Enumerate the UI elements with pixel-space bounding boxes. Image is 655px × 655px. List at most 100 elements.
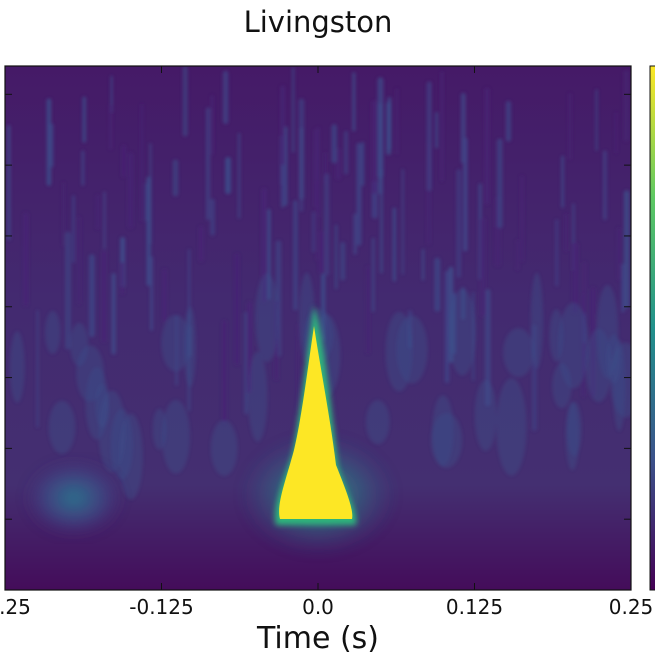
noise-streak <box>36 310 39 428</box>
noise-streak <box>49 123 54 168</box>
noise-streak <box>484 87 490 205</box>
noise-streak <box>456 169 462 278</box>
noise-blob <box>119 413 143 500</box>
noise-streak <box>516 239 520 271</box>
noise-streak <box>479 217 486 317</box>
noise-streak <box>211 95 214 155</box>
noise-streak <box>564 213 568 252</box>
noise-streak <box>225 157 231 195</box>
noise-streak <box>602 150 607 220</box>
noise-streak <box>298 98 305 200</box>
noise-streak <box>222 320 227 424</box>
noise-blob <box>496 378 527 476</box>
noise-streak <box>109 104 113 150</box>
x-axis-ticks: -0.25 -0.125 0.0 0.125 0.25 <box>0 66 653 619</box>
noise-streak <box>172 159 179 197</box>
colorbar <box>649 65 655 591</box>
noise-streak <box>520 175 524 262</box>
noise-blob <box>248 351 268 442</box>
noise-streak <box>353 213 357 255</box>
noise-blob <box>48 400 76 454</box>
noise-streak <box>297 323 300 413</box>
noise-streak <box>366 266 370 354</box>
signal-features <box>25 306 396 555</box>
noise-streak <box>340 241 346 281</box>
noise-streak <box>595 89 598 151</box>
plot-area <box>5 66 631 590</box>
noise-streak <box>62 182 65 247</box>
noise-streak <box>72 195 75 263</box>
noise-streak <box>623 70 630 142</box>
noise-streak <box>324 173 330 276</box>
noise-streak <box>331 124 337 164</box>
noise-blob <box>9 331 25 403</box>
feature-chirp <box>279 326 353 519</box>
noise-streak <box>496 138 503 229</box>
noise-streak <box>617 227 621 281</box>
noise-blob <box>474 380 497 451</box>
noise-streak <box>101 249 107 343</box>
noise-streak <box>76 216 81 305</box>
noise-streak <box>222 70 229 125</box>
noise-streak <box>198 226 204 262</box>
noise-streak <box>401 169 405 275</box>
noise-blob <box>70 322 89 367</box>
noise-streak <box>395 88 399 155</box>
noise-streak <box>121 145 127 178</box>
noise-streak <box>377 77 384 179</box>
noise-streak <box>463 137 468 252</box>
noise-streak <box>372 237 375 313</box>
noise-streak <box>361 141 365 186</box>
feature-low-band-glow <box>25 460 123 536</box>
noise-blob <box>432 395 454 467</box>
noise-streak <box>280 164 285 208</box>
noise-blob <box>566 401 582 457</box>
noise-blob <box>557 302 589 389</box>
noise-streak <box>505 100 512 142</box>
noise-streak <box>435 111 438 149</box>
noise-streak <box>7 125 11 241</box>
noise-streak <box>352 72 356 132</box>
noise-streak <box>555 219 559 287</box>
noise-streak <box>103 191 106 250</box>
noise-streak <box>81 150 85 186</box>
noise-streak <box>311 211 315 253</box>
noise-streak <box>356 142 362 246</box>
x-axis-label: Time (s) <box>256 621 379 655</box>
noise-streak <box>140 103 144 222</box>
noise-streaks <box>7 66 631 500</box>
noise-streak <box>444 270 450 384</box>
noise-blob <box>365 400 390 445</box>
noise-streak <box>205 107 211 221</box>
noise-blob <box>210 420 238 476</box>
noise-streak <box>615 112 618 154</box>
noise-blob <box>502 327 534 378</box>
noise-blob <box>448 288 477 376</box>
noise-streak <box>344 130 349 175</box>
noise-streak <box>162 269 167 323</box>
noise-blob <box>549 309 564 362</box>
noise-blob <box>530 272 544 369</box>
noise-streak <box>484 289 491 407</box>
noise-blob <box>161 399 191 474</box>
noise-streak <box>88 254 95 338</box>
noise-streak <box>182 66 188 137</box>
x-tick-label: 0.0 <box>302 595 334 619</box>
noise-blob <box>585 328 612 403</box>
noise-streak <box>110 75 113 114</box>
noise-streak <box>623 190 630 309</box>
noise-blob <box>255 273 279 363</box>
noise-streak <box>237 132 241 219</box>
x-tick-label: -0.25 <box>0 595 31 619</box>
noise-streak <box>568 93 572 160</box>
noise-streak <box>82 96 86 143</box>
y-tick-marks <box>5 93 631 520</box>
noise-streak <box>386 101 392 156</box>
noise-streak <box>335 224 338 290</box>
noise-streak <box>23 212 29 307</box>
noise-streak <box>440 71 444 182</box>
noise-streak <box>380 168 383 274</box>
noise-streak <box>561 155 565 208</box>
noise-streak <box>111 272 116 355</box>
